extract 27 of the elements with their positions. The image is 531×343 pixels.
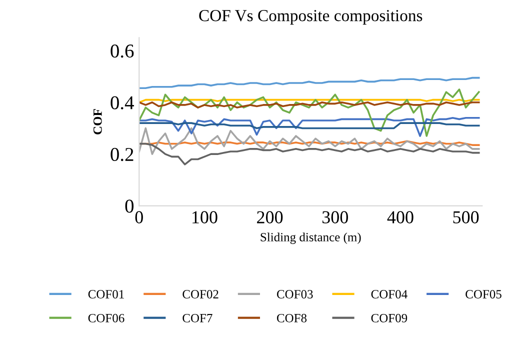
y-tick-label: 0.4 xyxy=(110,96,134,110)
legend-label: COF04 xyxy=(371,290,408,298)
line-series xyxy=(139,88,480,137)
line-series xyxy=(139,127,480,155)
y-tick-label: 0 xyxy=(125,200,134,213)
chart-title: COF Vs Composite compositions xyxy=(199,10,422,25)
line-series xyxy=(139,116,480,137)
legend-label: COF09 xyxy=(371,314,408,322)
x-tick-label: 200 xyxy=(257,211,283,224)
legend-label: COF02 xyxy=(182,290,218,298)
x-axis-title: Sliding distance (m) xyxy=(260,232,361,244)
legend-label: COF03 xyxy=(276,290,313,298)
line-series xyxy=(139,76,480,90)
x-tick-label: 400 xyxy=(387,211,414,224)
legend-label: COF05 xyxy=(466,290,502,298)
y-tick-label: 0.2 xyxy=(110,148,134,162)
x-tick-label: 0 xyxy=(135,211,143,224)
line-series xyxy=(139,142,480,166)
x-tick-label: 100 xyxy=(192,211,218,224)
x-tick-label: 500 xyxy=(453,211,479,224)
legend-label: COF01 xyxy=(88,290,124,298)
x-tick-label: 300 xyxy=(322,211,348,224)
y-tick-label: 0.6 xyxy=(110,44,134,58)
legend-label: COF06 xyxy=(88,314,124,322)
legend-label: COF8 xyxy=(276,314,307,322)
legend-label: COF7 xyxy=(182,314,212,322)
y-axis-title: COF xyxy=(93,109,102,134)
